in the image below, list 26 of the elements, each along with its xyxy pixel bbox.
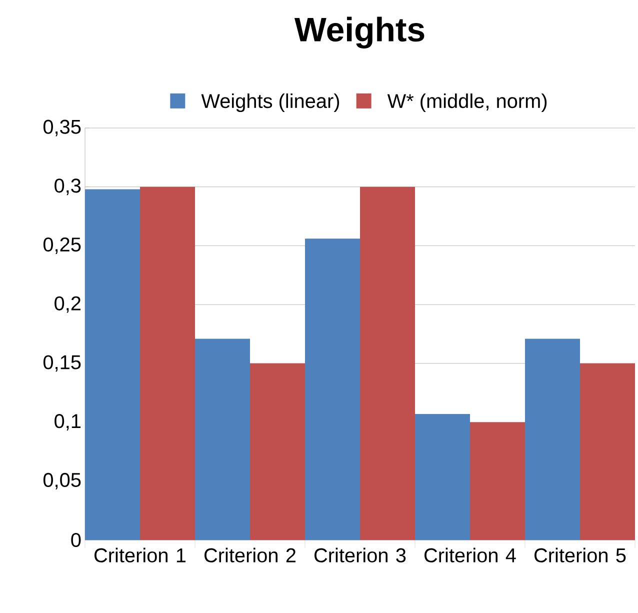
bar: [140, 186, 195, 540]
y-tick-label: 0,35: [43, 120, 81, 136]
y-tick-label: 0: [71, 532, 81, 548]
x-tick-label: Criterion 5: [534, 548, 626, 562]
x-tick-label: Criterion 4: [424, 548, 516, 562]
bar: [525, 338, 580, 540]
bar: [305, 238, 360, 540]
y-tick-label: 0,05: [43, 472, 81, 490]
chart-title: Weights: [294, 16, 424, 48]
bar: [85, 189, 140, 540]
x-tick-label: Criterion 1: [94, 548, 186, 562]
y-tick-label: 0,15: [43, 355, 81, 372]
bar: [360, 186, 415, 540]
legend-label: W* (middle, norm): [387, 93, 547, 112]
bar: [415, 414, 470, 540]
legend-label: Weights (linear): [201, 93, 340, 112]
x-tick-label: Criterion 2: [204, 548, 296, 562]
bar: [470, 422, 525, 540]
y-tick-label: 0,1: [54, 414, 81, 431]
bar: [195, 338, 250, 540]
y-tick-label: 0,25: [43, 237, 81, 254]
y-tick-label: 0,3: [54, 178, 81, 196]
x-tick-label: Criterion 3: [314, 548, 406, 562]
bar: [250, 363, 305, 540]
bar: [580, 363, 635, 540]
y-tick-label: 0,2: [54, 296, 80, 313]
